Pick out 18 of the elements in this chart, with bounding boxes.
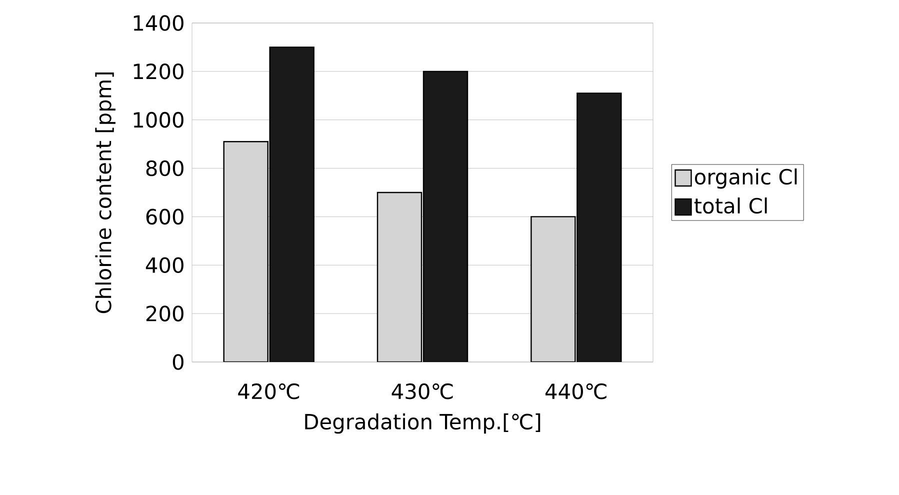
bar [422,70,468,362]
y-tick-label: 400 [146,257,184,274]
y-tick-label: 1200 [134,64,184,80]
x-tick-label: 420℃ [238,383,300,400]
y-axis-title: Chlorine content [ppm] [95,72,116,314]
y-tick-label: 200 [146,306,184,322]
x-axis-title: Degradation Temp.[℃] [305,413,540,434]
bar [576,92,622,362]
y-tick-label: 0 [172,354,184,370]
bar [269,46,314,362]
legend-label: organic Cl [694,168,797,189]
legend-label: total Cl [694,197,767,214]
y-tick-label: 800 [146,160,184,176]
y-tick-label: 600 [146,208,184,225]
x-tick-label: 430℃ [392,383,453,400]
y-tick-label: 1000 [134,112,184,128]
y-tick-label: 1400 [134,15,184,31]
x-tick-label: 440℃ [545,383,606,400]
